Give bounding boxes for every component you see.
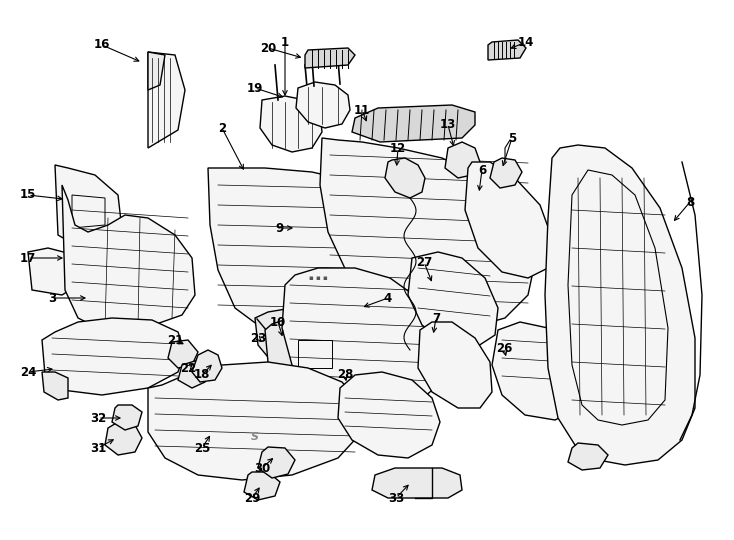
Text: 11: 11 (354, 104, 370, 117)
Polygon shape (192, 350, 222, 382)
Polygon shape (28, 248, 78, 295)
Polygon shape (352, 105, 475, 142)
Text: 23: 23 (250, 332, 266, 345)
Polygon shape (42, 372, 68, 400)
Text: 8: 8 (686, 195, 694, 208)
Text: 22: 22 (180, 361, 196, 375)
Polygon shape (148, 52, 165, 90)
Text: 19: 19 (247, 82, 264, 94)
Polygon shape (62, 185, 195, 330)
Text: 1: 1 (281, 36, 289, 49)
Text: 6: 6 (478, 164, 486, 177)
Text: 7: 7 (432, 312, 440, 325)
Polygon shape (488, 40, 526, 60)
Polygon shape (258, 447, 295, 478)
Polygon shape (178, 360, 208, 388)
Polygon shape (148, 362, 362, 480)
Text: 4: 4 (384, 292, 392, 305)
Text: 29: 29 (244, 491, 260, 504)
Polygon shape (408, 252, 498, 348)
Text: S: S (251, 432, 259, 442)
Text: 32: 32 (90, 411, 106, 424)
Polygon shape (282, 268, 445, 412)
Polygon shape (305, 48, 355, 68)
Text: 24: 24 (20, 366, 36, 379)
Polygon shape (244, 472, 280, 500)
Text: ▪ ▪ ▪: ▪ ▪ ▪ (308, 275, 327, 281)
Polygon shape (465, 162, 552, 278)
Polygon shape (255, 308, 338, 370)
Polygon shape (445, 142, 480, 178)
Polygon shape (418, 322, 492, 408)
Polygon shape (112, 405, 142, 430)
Text: 9: 9 (276, 221, 284, 234)
Polygon shape (490, 158, 522, 188)
Polygon shape (55, 165, 122, 245)
Text: 14: 14 (517, 36, 534, 49)
Polygon shape (208, 168, 428, 335)
Text: 27: 27 (416, 255, 432, 268)
Polygon shape (296, 82, 350, 128)
Text: 18: 18 (194, 368, 210, 381)
Polygon shape (568, 443, 608, 470)
Polygon shape (545, 145, 695, 465)
Text: 20: 20 (260, 42, 276, 55)
Text: 15: 15 (20, 188, 36, 201)
Text: 26: 26 (495, 341, 512, 354)
Text: 30: 30 (254, 462, 270, 475)
Text: 28: 28 (337, 368, 353, 381)
Text: 31: 31 (90, 442, 106, 455)
Text: 25: 25 (194, 442, 210, 455)
Polygon shape (148, 52, 185, 148)
Polygon shape (265, 318, 345, 382)
Text: 2: 2 (218, 122, 226, 134)
Polygon shape (260, 96, 322, 152)
Polygon shape (372, 468, 462, 498)
Polygon shape (492, 322, 588, 420)
Text: 17: 17 (20, 252, 36, 265)
Polygon shape (320, 138, 535, 330)
Text: 16: 16 (94, 38, 110, 51)
Polygon shape (385, 158, 425, 198)
Text: 10: 10 (270, 315, 286, 328)
Polygon shape (105, 422, 142, 455)
Text: 13: 13 (440, 118, 456, 132)
Text: 21: 21 (167, 334, 183, 347)
Polygon shape (168, 340, 198, 368)
Text: 12: 12 (390, 141, 406, 154)
Text: 5: 5 (508, 132, 516, 145)
Text: 3: 3 (48, 292, 56, 305)
Text: 33: 33 (388, 491, 404, 504)
Polygon shape (42, 318, 185, 395)
Polygon shape (338, 372, 440, 458)
